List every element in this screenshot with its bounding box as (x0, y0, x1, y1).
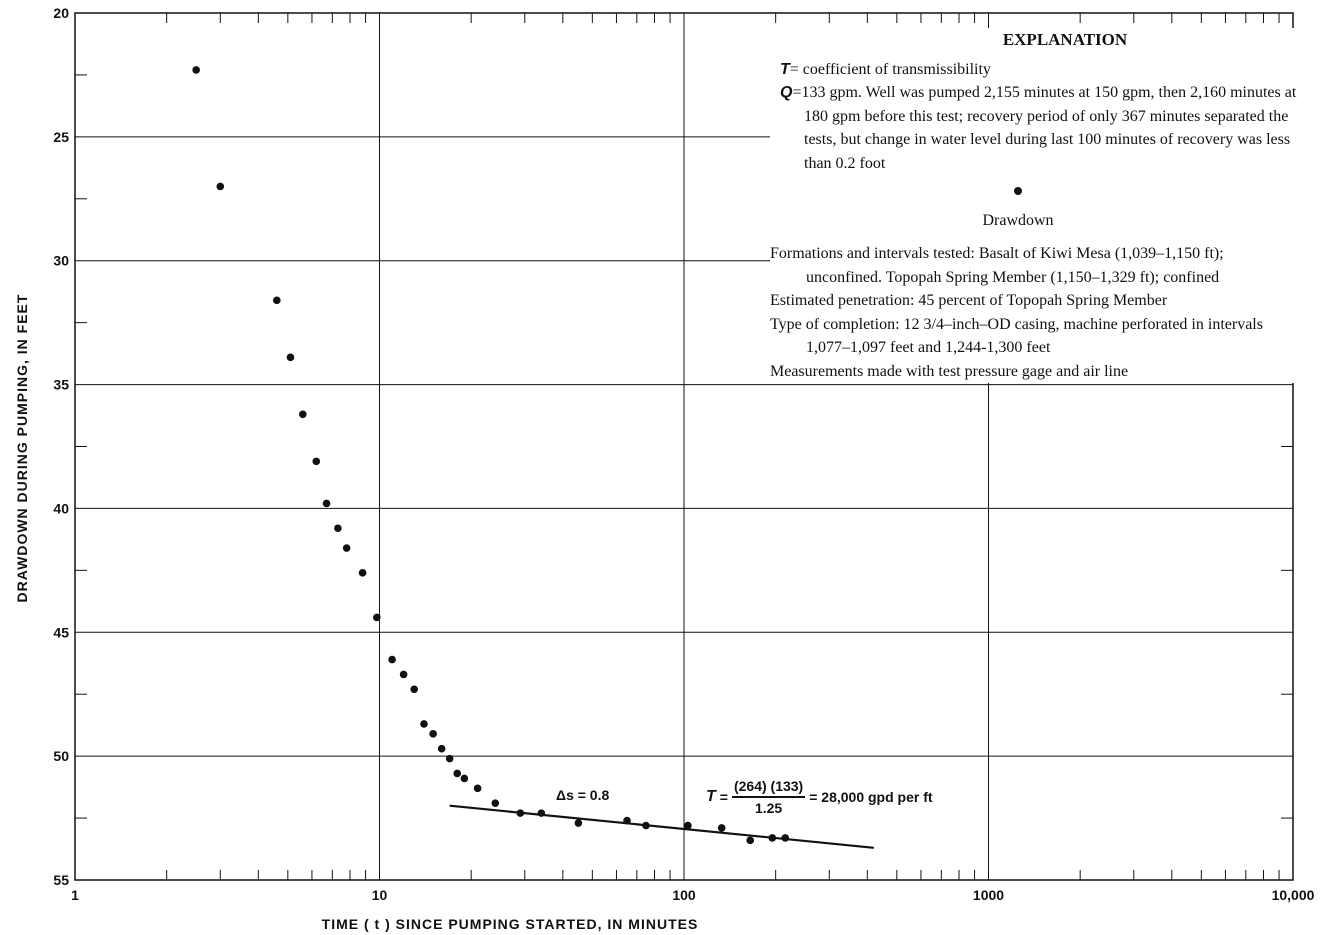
drawdown-point (399, 670, 408, 679)
t-definition-text: = coefficient of transmissibility (789, 60, 991, 78)
y-tick-label: 25 (53, 129, 69, 145)
drawdown-point (453, 769, 462, 778)
q-symbol: Q (780, 84, 793, 101)
drawdown-point (373, 613, 381, 622)
explanation-title: EXPLANATION (1002, 30, 1128, 49)
y-tick-label: 55 (53, 872, 69, 888)
drawdown-point (312, 457, 321, 466)
q-definition-text: =133 gpm. Well was pumped 2,155 minutes … (792, 84, 1297, 172)
y-axis-label: DRAWDOWN DURING PUMPING, IN FEET (14, 294, 30, 603)
drawdown-point (216, 182, 225, 191)
drawdown-points (192, 66, 790, 845)
x-tick-label: 10,000 (1272, 887, 1315, 903)
drawdown-point (574, 819, 583, 827)
drawdown-point (445, 754, 454, 763)
drawdown-point (388, 655, 396, 664)
transmissibility-formula: T = (264) (133) 1.25 = 28,000 gpd per ft (706, 778, 933, 816)
drawdown-point (537, 809, 546, 817)
drawdown-point (420, 720, 428, 728)
drawdown-point (781, 834, 790, 842)
drawdown-point (322, 499, 331, 508)
drawdown-point (473, 784, 482, 793)
x-tick-label: 10 (372, 887, 388, 903)
t-symbol: T (780, 60, 790, 78)
formula-result: = 28,000 gpd per ft (809, 789, 933, 805)
formula-numerator: (264) (133) (731, 778, 806, 798)
y-tick-label: 40 (53, 500, 69, 516)
legend-dot-icon (1014, 187, 1022, 195)
y-tick-label: 50 (53, 748, 69, 764)
drawdown-point (516, 809, 525, 817)
test-info: Formations and intervals tested: Basalt … (770, 242, 1300, 383)
drawdown-point (286, 353, 295, 362)
measurements-text: Measurements made with test pressure gag… (770, 362, 1129, 380)
drawdown-point (429, 730, 437, 738)
formula-fraction: (264) (133) 1.25 (731, 778, 806, 816)
drawdown-point (746, 836, 755, 845)
drawdown-point (623, 816, 631, 825)
drawdown-point (410, 685, 418, 694)
drawdown-point (717, 824, 726, 832)
drawdown-point (334, 524, 342, 533)
x-tick-labels: 1 10 100 1000 10,000 (71, 887, 1315, 903)
formula-denominator: 1.25 (754, 800, 783, 816)
x-axis-label: TIME ( t ) SINCE PUMPING STARTED, IN MIN… (322, 916, 699, 932)
explanation-box: EXPLANATION T= coefficient of transmissi… (770, 28, 1300, 383)
tick-marks (75, 13, 1293, 880)
y-tick-label: 35 (53, 377, 69, 393)
drawdown-point (299, 410, 307, 419)
completion-text: Type of completion: 12 3/4–inch–OD casin… (770, 315, 1263, 357)
formations-text: Formations and intervals tested: Basalt … (770, 245, 1224, 286)
formula-t-symbol: T (706, 788, 716, 805)
x-tick-label: 100 (672, 887, 696, 903)
drawdown-point (342, 544, 351, 552)
q-definition: Q=133 gpm. Well was pumped 2,155 minutes… (780, 81, 1300, 175)
y-tick-label: 45 (53, 624, 69, 640)
drawdown-point (437, 744, 446, 753)
drawdown-point (358, 569, 367, 577)
drawdown-point (491, 799, 500, 808)
y-tick-label: 30 (53, 253, 69, 269)
drawdown-point (684, 821, 692, 830)
drawdown-point (273, 296, 281, 305)
t-definition: T= coefficient of transmissibility (780, 58, 1300, 82)
x-tick-label: 1 (71, 887, 79, 903)
drawdown-point (460, 774, 469, 783)
delta-s-annotation: Δs = 0.8 (556, 787, 610, 803)
legend: Drawdown (948, 179, 1088, 232)
drawdown-point (192, 66, 200, 74)
legend-label-drawdown: Drawdown (982, 211, 1054, 229)
drawdown-point (768, 834, 777, 842)
x-tick-label: 1000 (973, 887, 1004, 903)
drawdown-point (642, 821, 650, 830)
y-tick-label: 20 (53, 5, 69, 21)
y-tick-labels: 20 25 30 35 40 45 50 55 (53, 5, 69, 888)
penetration-text: Estimated penetration: 45 percent of Top… (770, 292, 1168, 309)
